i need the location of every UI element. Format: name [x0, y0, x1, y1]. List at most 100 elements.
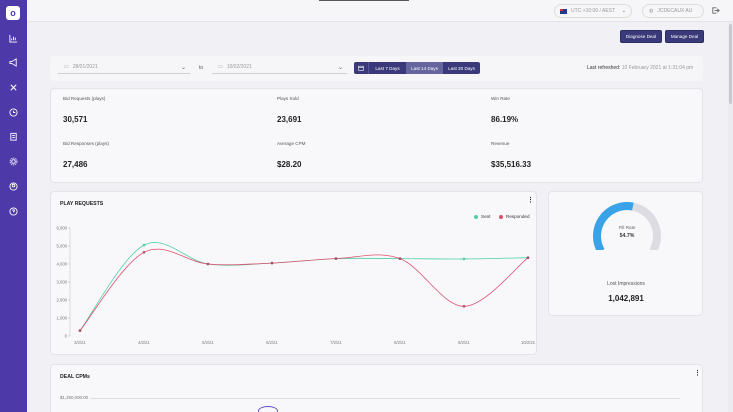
- page-scrollbar-thumb[interactable]: [729, 24, 732, 104]
- last-refreshed-label: Last refreshed:: [587, 65, 621, 71]
- australia-flag-icon: [560, 8, 567, 14]
- calendar-icon: ▭: [64, 64, 69, 70]
- play-requests-card: [50, 191, 537, 355]
- metric-label-win-rate: Win Rate: [491, 96, 510, 101]
- x-tick-label: 10/2/21: [521, 340, 536, 345]
- to-label: to: [199, 65, 204, 71]
- chevron-down-icon: ⌄: [621, 8, 626, 14]
- top-divider: [319, 0, 409, 1]
- logout-icon[interactable]: [711, 6, 720, 15]
- metric-value-revenue: $35,516.33: [491, 160, 532, 169]
- end-date-field[interactable]: ▭ 10/02/2021 ⌄: [212, 61, 347, 74]
- data-point-responded: [270, 261, 274, 265]
- metric-value-plays-sold: 23,691: [277, 115, 302, 124]
- fill-rate-gauge: [593, 202, 661, 250]
- metric-value-average-cpm: $28.20: [277, 160, 302, 169]
- end-date-value: 10/02/2021: [226, 64, 252, 70]
- legend-responded-label: Responded: [506, 214, 530, 219]
- account-selector[interactable]: ◍ JCDECAUX AU: [642, 4, 704, 18]
- data-point-responded: [78, 329, 82, 332]
- metrics-card: [50, 88, 703, 183]
- last-refreshed-value: 10 February 2021 at 1:31:04 pm: [621, 65, 694, 71]
- last-refreshed: Last refreshed: 10 February 2021 at 1:31…: [587, 65, 693, 71]
- calendar-icon[interactable]: [354, 62, 369, 74]
- lost-impressions-label: Lost Impressions: [607, 281, 645, 287]
- metric-label-revenue: Revenue: [491, 141, 510, 146]
- nav-analytics-icon[interactable]: [8, 33, 19, 44]
- lost-impressions-value: 1,042,891: [608, 294, 644, 303]
- series-line-responded: [79, 248, 529, 331]
- metric-value-win-rate: 86.19%: [491, 115, 519, 124]
- x-tick-label: 3/2/21: [74, 340, 86, 345]
- y-tick-label: 4,000: [57, 262, 68, 267]
- metric-label-plays-sold: Plays Sold: [277, 96, 299, 101]
- data-point-sent: [142, 243, 146, 247]
- y-tick-label: 6,000: [57, 226, 68, 231]
- start-date-value: 28/01/2021: [72, 64, 98, 70]
- data-point-sent: [462, 257, 466, 261]
- x-tick-label: 7/2/21: [330, 340, 342, 345]
- x-tick-label: 5/2/21: [202, 340, 214, 345]
- nav-settings-gear-icon[interactable]: [8, 156, 19, 167]
- legend-sent[interactable]: Sent: [474, 214, 490, 219]
- fill-rate-value: 54.7%: [619, 233, 635, 239]
- x-tick-label: 6/2/21: [266, 340, 278, 345]
- legend-sent-label: Sent: [481, 214, 491, 219]
- nav-help-icon[interactable]: [8, 206, 19, 217]
- y-tick-label: 3,000: [57, 280, 68, 285]
- timezone-selector[interactable]: UTC +10:00 / AEST ⌄: [554, 4, 632, 18]
- manage-deal-button[interactable]: Manage Deal: [665, 30, 704, 43]
- y-tick-label: 2,000: [57, 298, 68, 303]
- legend-responded[interactable]: Responded: [499, 214, 530, 219]
- legend-responded-swatch: [499, 214, 503, 219]
- x-tick-label: 8/2/21: [394, 340, 406, 345]
- chevron-down-icon: ⌄: [337, 65, 343, 71]
- nav-tools-icon[interactable]: [8, 82, 19, 93]
- gauge-fill: [593, 202, 634, 250]
- metric-label-bid-requests: Bid Requests (plays): [63, 96, 106, 101]
- fill-rate-card: [548, 191, 703, 316]
- account-label: JCDECAUX AU: [657, 8, 693, 14]
- legend-sent-swatch: [474, 214, 478, 219]
- data-point-responded: [334, 257, 338, 260]
- app-logo[interactable]: o: [6, 6, 20, 20]
- play-requests-chart: 0 1,000 2,000 3,000 4,000 5,000 6,000 3/2/21 4/2…: [57, 226, 536, 346]
- series-line-sent: [79, 242, 529, 331]
- chevron-down-icon: ⌄: [180, 65, 186, 71]
- data-point-responded: [142, 251, 146, 254]
- deal-cpms-axis: [90, 398, 680, 399]
- globe-icon: ◍: [649, 8, 654, 14]
- metric-label-bid-responses: Bid Responses (plays): [63, 141, 109, 146]
- range-last-14-days[interactable]: Last 14 Days: [406, 62, 443, 74]
- data-point-responded: [462, 305, 466, 308]
- nav-campaign-megaphone-icon[interactable]: [8, 57, 19, 68]
- diagnose-deal-button[interactable]: Diagnose Deal: [620, 30, 662, 43]
- nav-clipboard-icon[interactable]: [8, 131, 19, 142]
- data-point-responded: [206, 262, 210, 266]
- date-range-segmented: Last 7 Days Last 14 Days Last 30 Days: [354, 62, 480, 74]
- fill-rate-label: Fill Rate: [618, 225, 636, 230]
- x-tick-label: 4/2/21: [138, 340, 150, 345]
- data-point-responded: [398, 257, 402, 260]
- deal-cpms-y-tick: $1,250,000.00: [60, 395, 89, 400]
- y-tick-label: 1,000: [57, 316, 68, 321]
- nav-user-icon[interactable]: [8, 181, 19, 192]
- page-scrollbar-track[interactable]: [728, 22, 733, 412]
- x-tick-label: 9/2/21: [458, 340, 470, 345]
- deal-cpms-title: DEAL CPMs: [60, 374, 90, 380]
- nav-history-clock-icon[interactable]: [8, 107, 19, 118]
- range-last-7-days[interactable]: Last 7 Days: [375, 65, 400, 71]
- sidebar: o: [0, 0, 27, 412]
- timezone-label: UTC +10:00 / AEST: [571, 8, 616, 14]
- top-bar: UTC +10:00 / AEST ⌄ ◍ JCDECAUX AU: [27, 0, 733, 22]
- start-date-field[interactable]: ▭ 28/01/2021 ⌄: [58, 61, 190, 74]
- y-tick-label: 0: [65, 334, 68, 339]
- kebab-menu-icon[interactable]: ⋮: [694, 370, 701, 377]
- deal-cpms-card: [50, 364, 703, 412]
- kebab-menu-icon[interactable]: ⋮: [527, 197, 534, 204]
- metric-value-bid-requests: 30,571: [63, 115, 88, 124]
- play-requests-title: PLAY REQUESTS: [60, 201, 104, 207]
- range-last-30-days[interactable]: Last 30 Days: [448, 65, 475, 71]
- metric-value-bid-responses: 27,486: [63, 160, 88, 169]
- data-point-responded: [526, 256, 530, 259]
